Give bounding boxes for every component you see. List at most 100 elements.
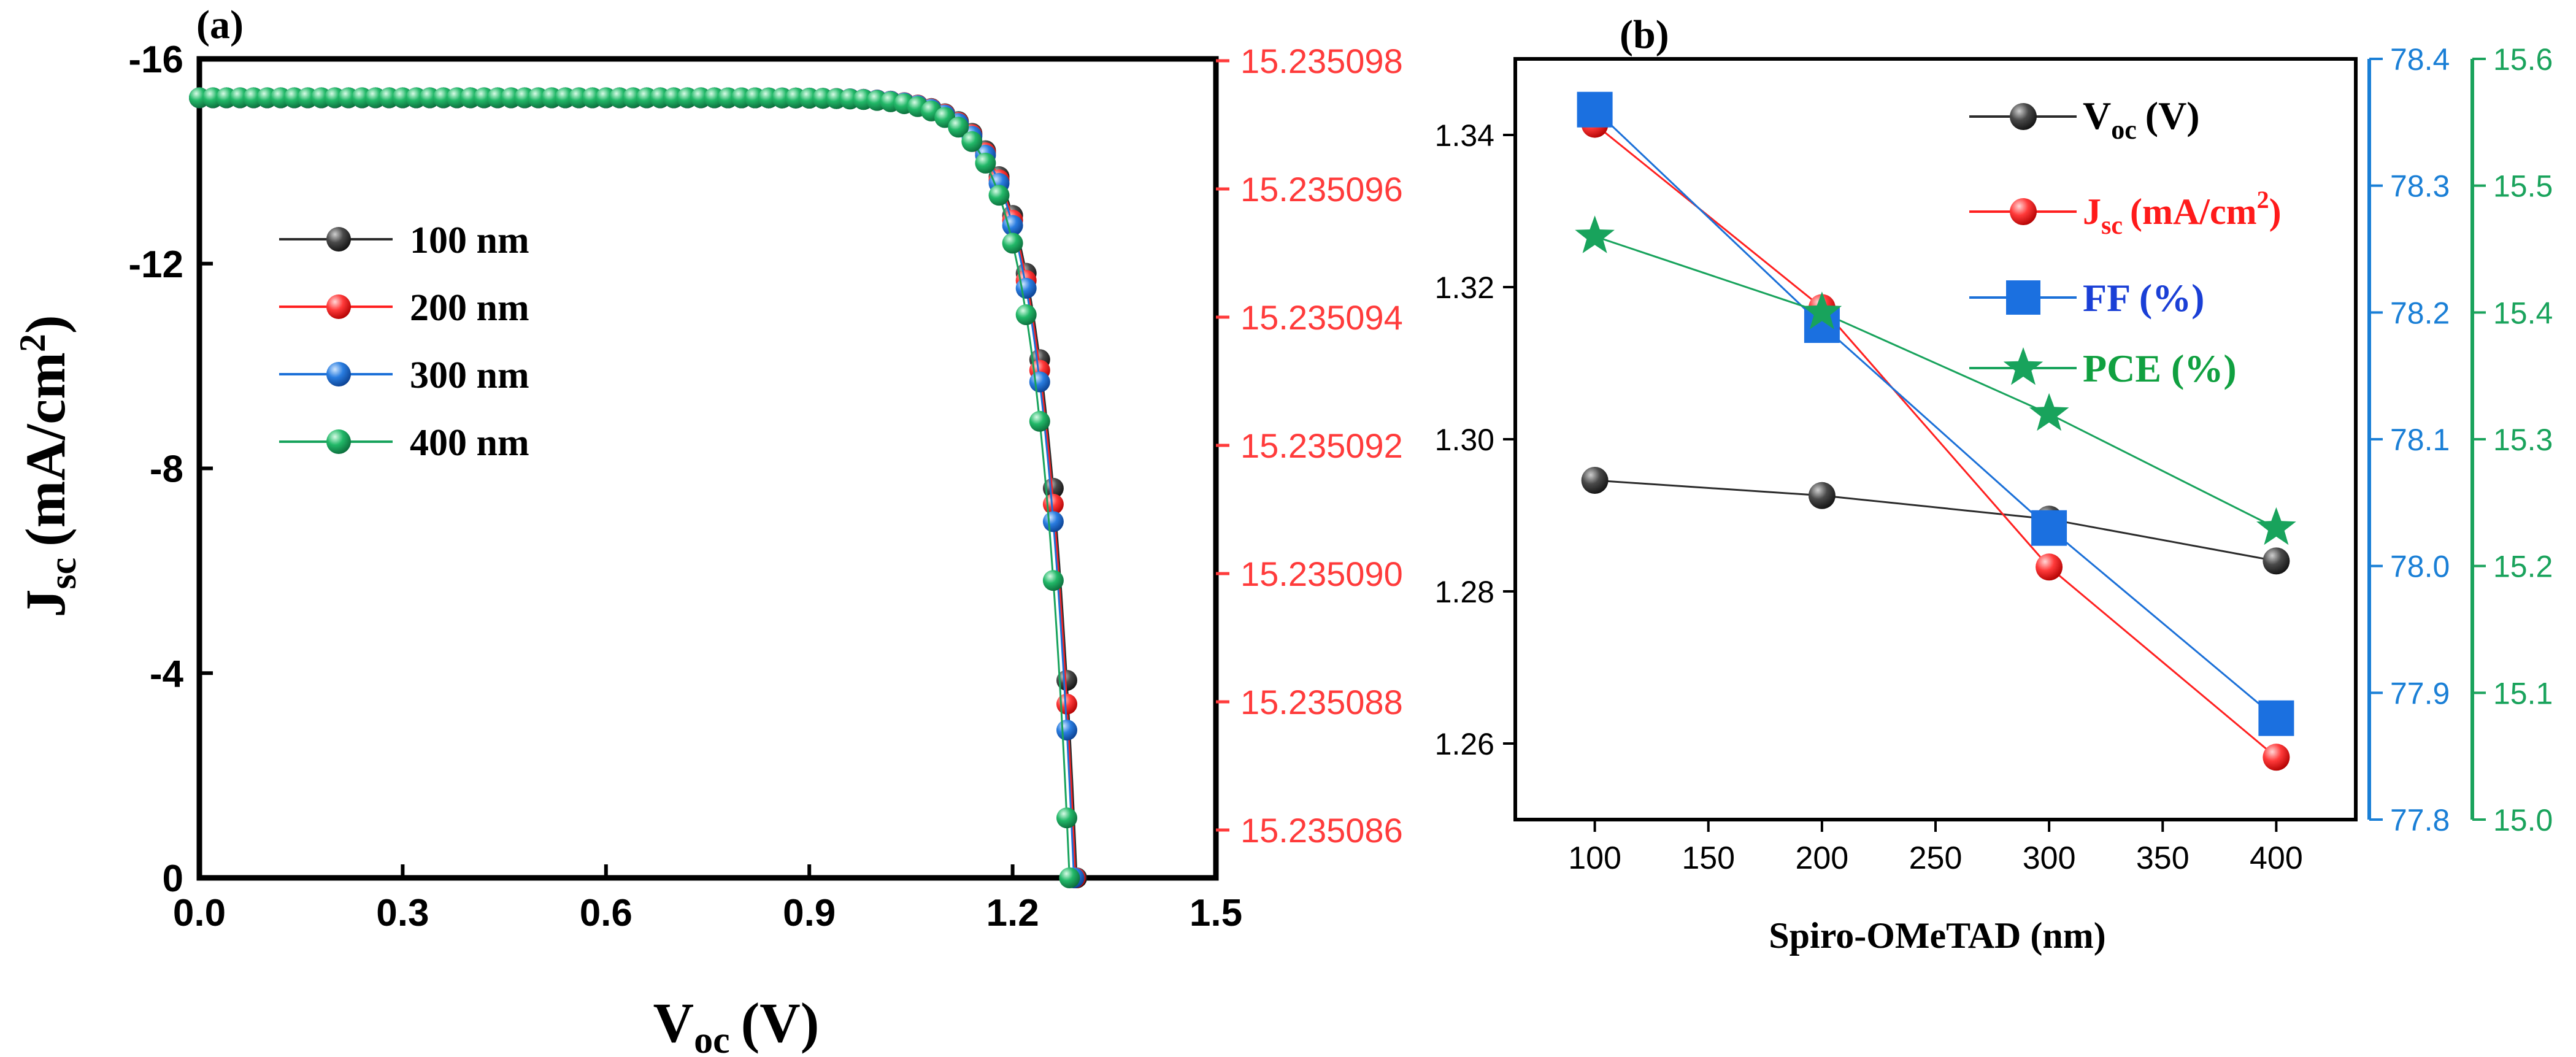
a-right-tick-label: 15.235090 [1240,555,1403,593]
b-y-tick-label: 1.26 [1435,727,1494,761]
a-data-point [1056,720,1077,741]
legend-marker-300nm [326,362,351,386]
legend-marker-jsc [2010,198,2037,225]
b-blue-tick-label: 78.1 [2390,423,2450,457]
b-x-tick-label: 250 [1909,840,1963,876]
a-data-point [1042,511,1064,532]
b-y-tick-label: 1.30 [1435,423,1494,457]
a-right-tick-label: 15.235086 [1240,811,1403,850]
b-blue-tick-label: 77.8 [2390,803,2450,837]
a-data-point [948,117,969,138]
legend-item-300nm: 300 nm [279,355,529,396]
b-point-voc [1581,467,1609,494]
b-point-ff [1577,91,1613,128]
legend-marker-100nm [326,227,351,252]
legend-label-400nm: 400 nm [410,422,529,464]
b-blue-tick-label: 78.0 [2390,550,2450,584]
a-right-tick-label: 15.235098 [1240,42,1403,80]
panel-a-legend: 100 nm 200 nm 300 nm 400 nm [279,220,529,464]
a-data-point [1056,693,1077,715]
b-x-tick-label: 300 [2023,840,2076,876]
b-point-jsc [2263,744,2290,771]
a-curve-line [199,96,1078,878]
panel-b-xlabel: Spiro-OMeTAD (nm) [1769,915,2105,956]
a-data-point [961,131,983,152]
legend-item-200nm: 200 nm [279,287,529,329]
b-point-voc [2263,547,2290,575]
b-point-pce [2029,393,2069,431]
a-curve-line [199,96,1077,878]
legend-label-200nm: 200 nm [410,287,529,329]
b-x-tick-label: 400 [2250,840,2303,876]
legend-label-pce: PCE (%) [2083,347,2237,390]
a-data-point [1015,277,1037,299]
a-data-point [1042,477,1064,499]
panel-b-blue-ticks: 77.8 77.9 78.0 78.1 78.2 78.3 78.4 [2369,42,2450,837]
a-curve-line [199,96,1075,878]
panel-a-ylabel: Jsc(mA/cm2) [12,315,84,617]
panel-b-legend: Voc (V) Jsc (mA/cm2) FF (%) PCE (%) [1969,94,2282,390]
legend-label-100nm: 100 nm [410,220,529,261]
legend-label-voc: Voc (V) [2083,94,2200,145]
b-green-tick-label: 15.2 [2493,550,2553,584]
a-data-point [1029,410,1050,432]
legend-item-ff: FF (%) [1969,276,2204,320]
b-green-tick-label: 15.6 [2493,42,2553,77]
legend-label-300nm: 300 nm [410,355,529,396]
panel-b-frame [1513,57,2358,821]
b-green-tick-label: 15.0 [2493,803,2553,837]
b-point-pce [1802,291,1842,329]
legend-item-400nm: 400 nm [279,422,529,464]
panel-b: (b) 100 150 200 250 300 350 400 1.261.281.301.… [1435,12,2553,956]
panel-b-green-ticks: 15.0 15.1 15.2 15.3 15.4 15.5 15.6 [2472,42,2553,837]
b-green-tick-label: 15.3 [2493,423,2553,457]
panel-b-x-ticks: 100 150 200 250 300 350 400 [1568,820,2303,876]
a-y-tick-label: 0 [163,858,183,900]
legend-label-jsc: Jsc (mA/cm2) [2083,186,2282,240]
a-x-tick-label: 1.2 [986,892,1039,934]
b-green-tick-label: 15.1 [2493,676,2553,710]
b-line-ff [1594,109,2277,719]
b-point-ff [2031,510,2067,546]
b-line-pce [1594,235,2277,529]
b-blue-tick-label: 78.2 [2390,296,2450,330]
a-y-tick-label: -12 [128,244,183,286]
a-data-point [1002,233,1023,254]
a-right-tick-label: 15.235092 [1240,426,1403,465]
legend-item-100nm: 100 nm [279,220,529,261]
b-point-voc [1808,482,1836,509]
panel-a-xlabel: Voc (V) [653,991,820,1057]
b-y-tick-label: 1.32 [1435,271,1494,305]
a-y-tick-label: -8 [150,448,183,491]
a-data-point [988,185,1010,206]
a-data-point [1056,807,1077,829]
a-x-tick-label: 0.3 [376,892,429,934]
b-point-pce [1575,215,1615,253]
a-data-point [1042,570,1064,591]
a-y-tick-label: -4 [150,653,184,695]
legend-marker-400nm [326,429,351,454]
b-y-tick-label: 1.28 [1435,575,1494,609]
a-right-tick-label: 15.235088 [1240,683,1403,721]
b-green-tick-label: 15.5 [2493,169,2553,204]
panel-b-label: (b) [1620,12,1669,57]
panel-a: (a) 0.0 0.3 0.6 0.9 1.2 1.5 0 -4 -8 -12 -16 15.23… [12,2,1403,1057]
a-data-point [975,152,996,174]
legend-item-jsc: Jsc (mA/cm2) [1969,186,2282,240]
panel-b-lines [1594,109,2277,758]
b-point-pce [2256,507,2296,545]
a-data-point [1059,867,1080,888]
b-green-tick-label: 15.4 [2493,296,2553,330]
a-data-point [1056,670,1077,691]
a-x-tick-label: 0.6 [580,892,632,934]
a-y-tick-label: -16 [128,39,183,81]
legend-marker-voc [2010,103,2037,130]
b-x-tick-label: 100 [1568,840,1621,876]
legend-marker-200nm [326,294,351,319]
panel-a-curves [189,87,1088,888]
b-blue-tick-label: 77.9 [2390,676,2450,710]
b-x-tick-label: 200 [1795,840,1848,876]
legend-marker-pce [2003,347,2043,385]
panel-b-markers [1575,91,2296,771]
a-curve-line [199,96,1071,878]
